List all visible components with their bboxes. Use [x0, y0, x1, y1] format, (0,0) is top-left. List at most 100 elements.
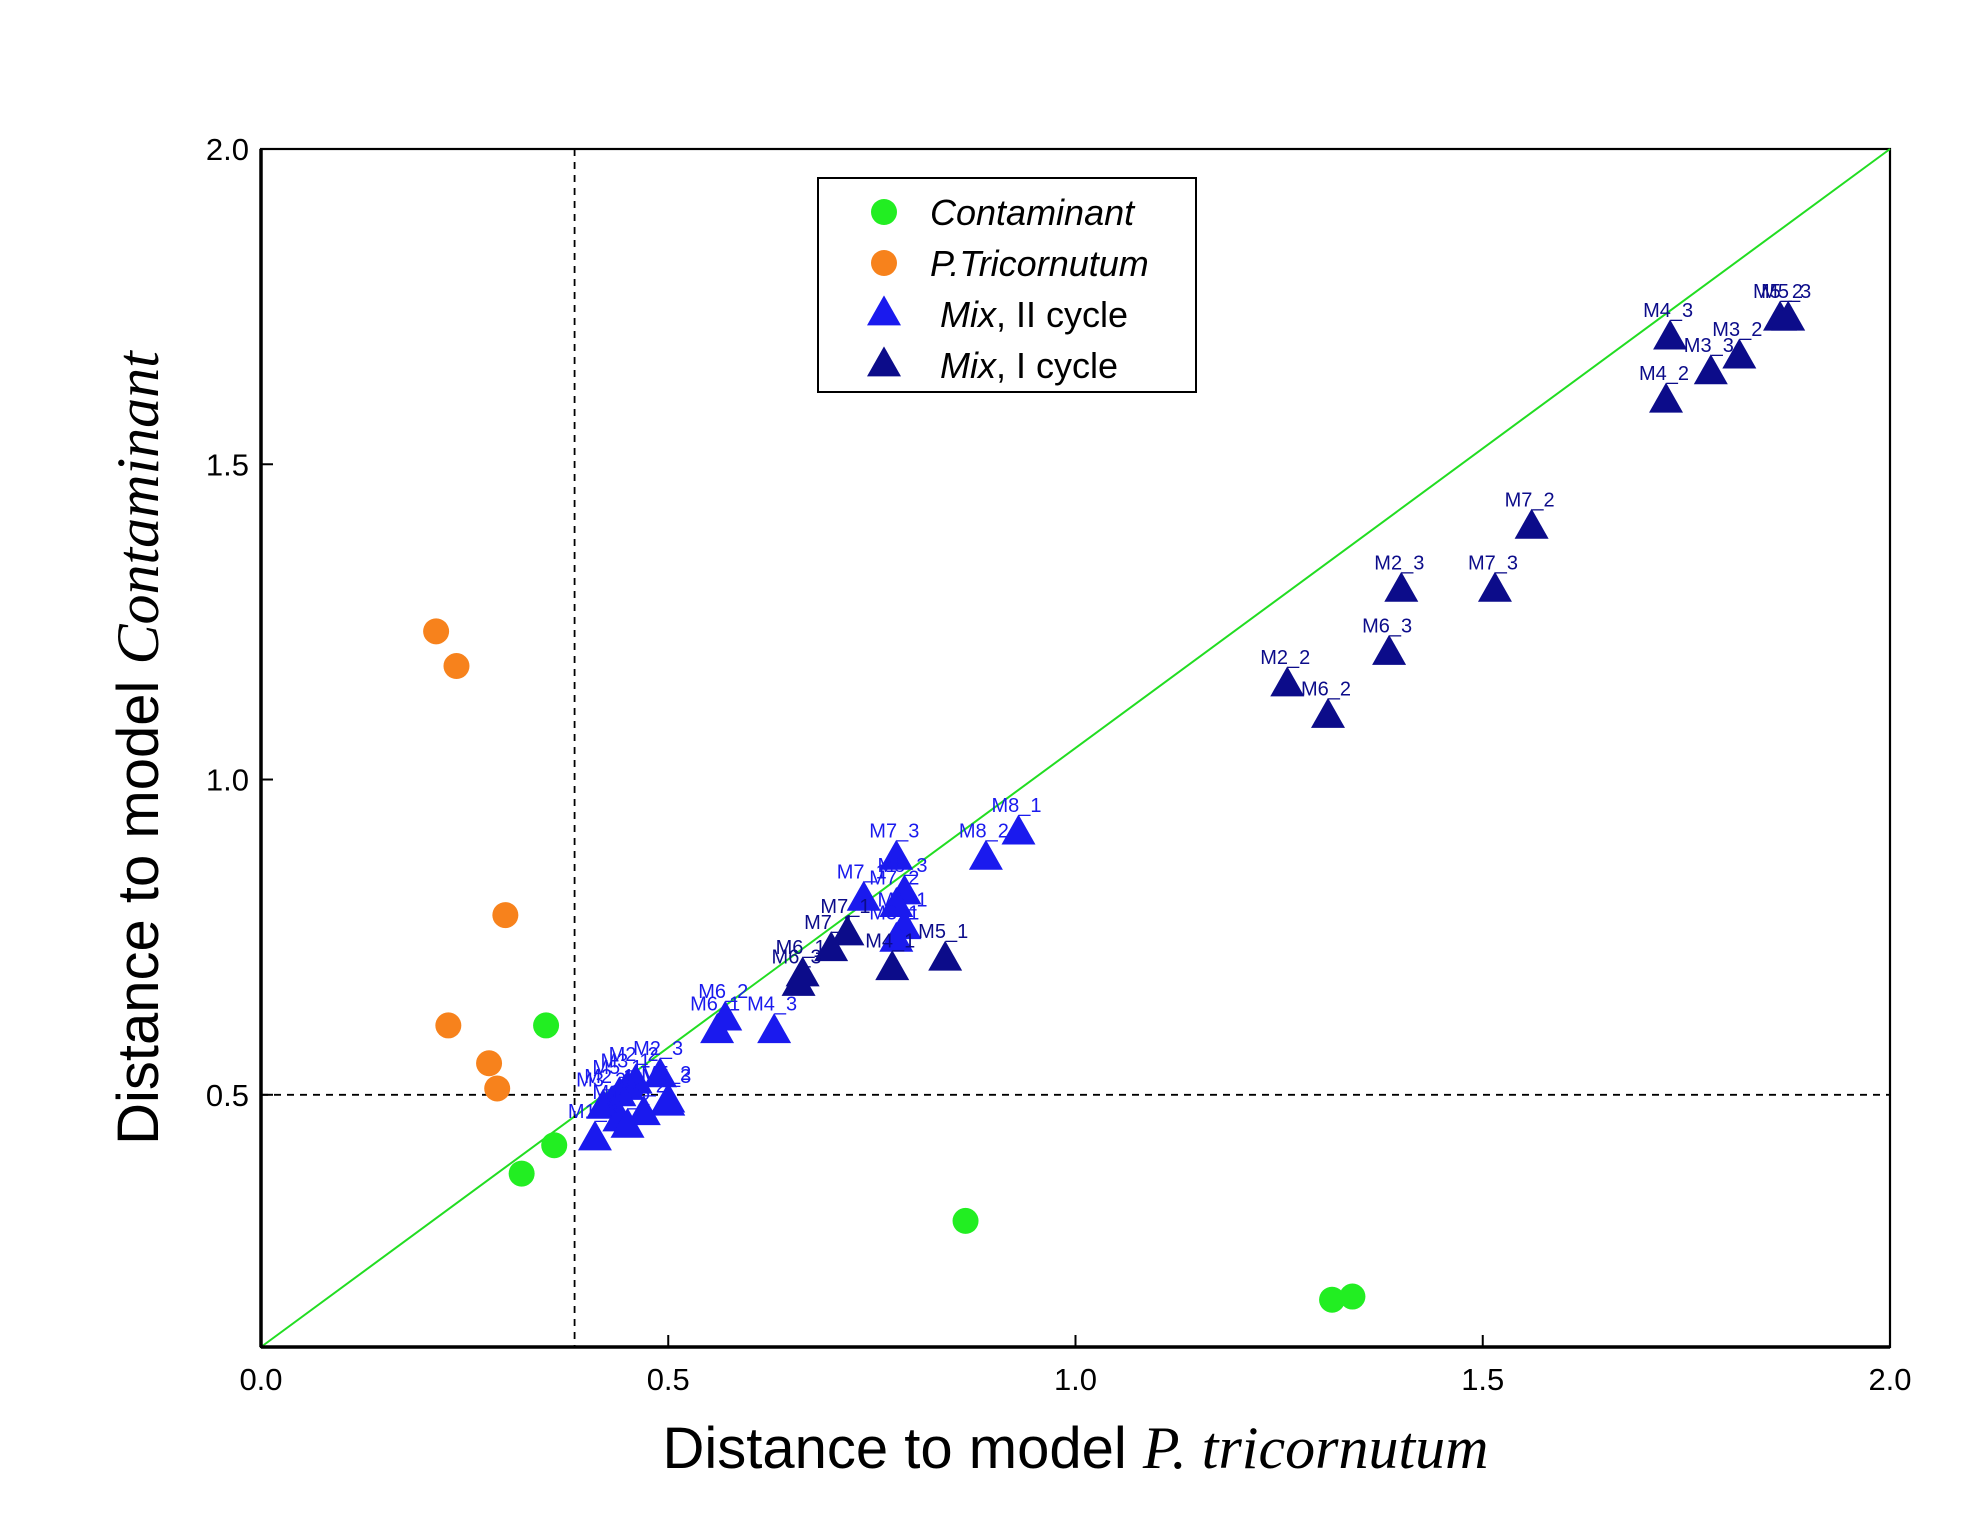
data-point-mix-ii-cycle	[879, 887, 914, 918]
data-point-mix-i-cycle	[1477, 571, 1512, 602]
x-tick-label: 1.5	[1461, 1362, 1504, 1397]
point-label: M5_2	[641, 1063, 691, 1085]
legend-label-italic: Mix	[940, 345, 998, 386]
data-point-mix-i-cycle	[1310, 697, 1345, 728]
point-label: M4_1	[877, 890, 927, 912]
legend-marker-triangle	[867, 346, 901, 377]
point-label: M3_1	[601, 1050, 651, 1072]
x-tick-label: 2.0	[1868, 1362, 1911, 1397]
data-point-mix-ii-cycle	[651, 1085, 686, 1116]
y-tick-label: 1.5	[206, 447, 249, 482]
data-point-mix-ii-cycle	[846, 880, 881, 911]
data-point-mix-ii-cycle	[586, 1088, 621, 1119]
data-point-mix-ii-cycle	[626, 1095, 661, 1126]
point-label: M6_1	[690, 994, 740, 1016]
data-point-contaminant	[541, 1132, 568, 1159]
data-point-p-tricornutum	[484, 1075, 511, 1102]
point-labels-group: M8_1M8_2M7_3M8_3M7_2M7_1M4_1M3_1M6_2M6_1…	[568, 281, 1811, 1123]
legend-label-rest: , II cycle	[996, 294, 1128, 335]
point-label: M7_1	[804, 912, 854, 934]
data-point-contaminant	[1339, 1283, 1366, 1310]
data-point-mix-i-cycle	[1270, 666, 1305, 697]
reference-lines-group	[260, 148, 1891, 1348]
legend-label-italic: P.Tricornutum	[930, 243, 1149, 284]
point-label: M7_3	[1468, 552, 1518, 574]
x-tick-label: 0.5	[647, 1362, 690, 1397]
point-label: M8_2	[959, 820, 1009, 842]
data-point-p-tricornutum	[443, 653, 470, 680]
point-label: M2_2	[609, 1044, 659, 1066]
data-point-mix-ii-cycle	[879, 921, 914, 952]
point-label: M5_2	[1753, 281, 1803, 303]
data-point-contaminant	[1319, 1286, 1346, 1313]
point-label: M5_1	[592, 1057, 642, 1079]
point-label: M5_3	[1761, 281, 1811, 303]
point-label: M6_2	[1301, 678, 1351, 700]
data-point-mix-i-cycle	[1384, 571, 1419, 602]
x-axis-title-italic: P. tricornutum	[1142, 1415, 1489, 1481]
data-point-mix-i-cycle	[928, 940, 963, 971]
diagonal-reference-line	[260, 148, 1891, 1348]
data-point-mix-i-cycle	[830, 915, 865, 946]
legend-entry-contaminant: Contaminant	[871, 192, 1136, 233]
data-point-contaminant	[533, 1012, 560, 1039]
point-label: M1_3	[568, 1101, 618, 1123]
data-point-mix-i-cycle	[875, 950, 910, 981]
series-p-tricornutum	[423, 618, 519, 1102]
point-label: M3_1	[869, 902, 919, 924]
data-point-mix-ii-cycle	[757, 1013, 792, 1044]
data-point-mix-ii-cycle	[577, 1120, 612, 1151]
x-tick-label: 0.0	[239, 1362, 282, 1397]
data-point-p-tricornutum	[492, 902, 519, 929]
data-points-group	[423, 300, 1806, 1313]
data-point-mix-i-cycle	[1372, 634, 1407, 665]
legend-label-italic: Contaminant	[930, 192, 1136, 233]
data-point-mix-ii-cycle	[610, 1107, 645, 1138]
legend-entry-p-tricornutum: P.Tricornutum	[871, 243, 1149, 284]
point-label: M4_1	[865, 931, 915, 953]
x-axis-title-prefix: Distance to model	[663, 1416, 1143, 1481]
point-label: M4_2	[1639, 363, 1689, 385]
legend-marker-circle	[871, 199, 897, 225]
data-point-mix-i-cycle	[1653, 319, 1688, 350]
point-label: M6_3	[1362, 615, 1412, 637]
y-tick-label: 2.0	[206, 132, 249, 167]
x-tick-label: 1.0	[1054, 1362, 1097, 1397]
point-label: M3_3	[1684, 335, 1734, 357]
data-point-mix-i-cycle	[1693, 354, 1728, 385]
x-axis-title: Distance to model P. tricornutum	[663, 1415, 1489, 1481]
data-point-mix-ii-cycle	[700, 1013, 735, 1044]
data-point-mix-i-cycle	[1771, 300, 1806, 331]
y-axis-title-prefix: Distance to model	[106, 665, 171, 1145]
point-label: M8_3	[877, 855, 927, 877]
legend-label: Mix, I cycle	[940, 345, 1118, 386]
point-label: M7_1	[837, 861, 887, 883]
y-tick-label: 0.5	[206, 1078, 249, 1113]
point-label: M7_1	[820, 896, 870, 918]
point-label: M1_1	[592, 1082, 642, 1104]
point-label: M6_2	[698, 981, 748, 1003]
data-point-mix-ii-cycle	[1001, 814, 1036, 845]
series-mix-i-cycle	[781, 300, 1806, 996]
data-point-mix-i-cycle	[1722, 338, 1757, 369]
data-point-mix-ii-cycle	[879, 839, 914, 870]
point-label: M2_1	[584, 1066, 634, 1088]
point-label: M8_1	[991, 795, 1041, 817]
y-axis-title: Distance to model Contaminant	[105, 350, 171, 1145]
data-point-mix-ii-cycle	[643, 1057, 678, 1088]
legend-entry-mix-ii-cycle: Mix, II cycle	[867, 294, 1128, 335]
point-label: M7_2	[869, 868, 919, 890]
data-point-p-tricornutum	[423, 618, 450, 645]
point-label: M4_2	[617, 1076, 667, 1098]
point-label: M2_3	[1374, 552, 1424, 574]
data-point-p-tricornutum	[435, 1012, 462, 1039]
point-label: M5_1	[918, 921, 968, 943]
point-label: M7_2	[1505, 489, 1555, 511]
legend-label: P.Tricornutum	[930, 243, 1149, 284]
point-label: M4_3	[1643, 300, 1693, 322]
point-label: M7_3	[869, 820, 919, 842]
data-point-contaminant	[508, 1160, 535, 1187]
data-point-p-tricornutum	[476, 1050, 503, 1077]
data-point-contaminant	[952, 1207, 979, 1234]
